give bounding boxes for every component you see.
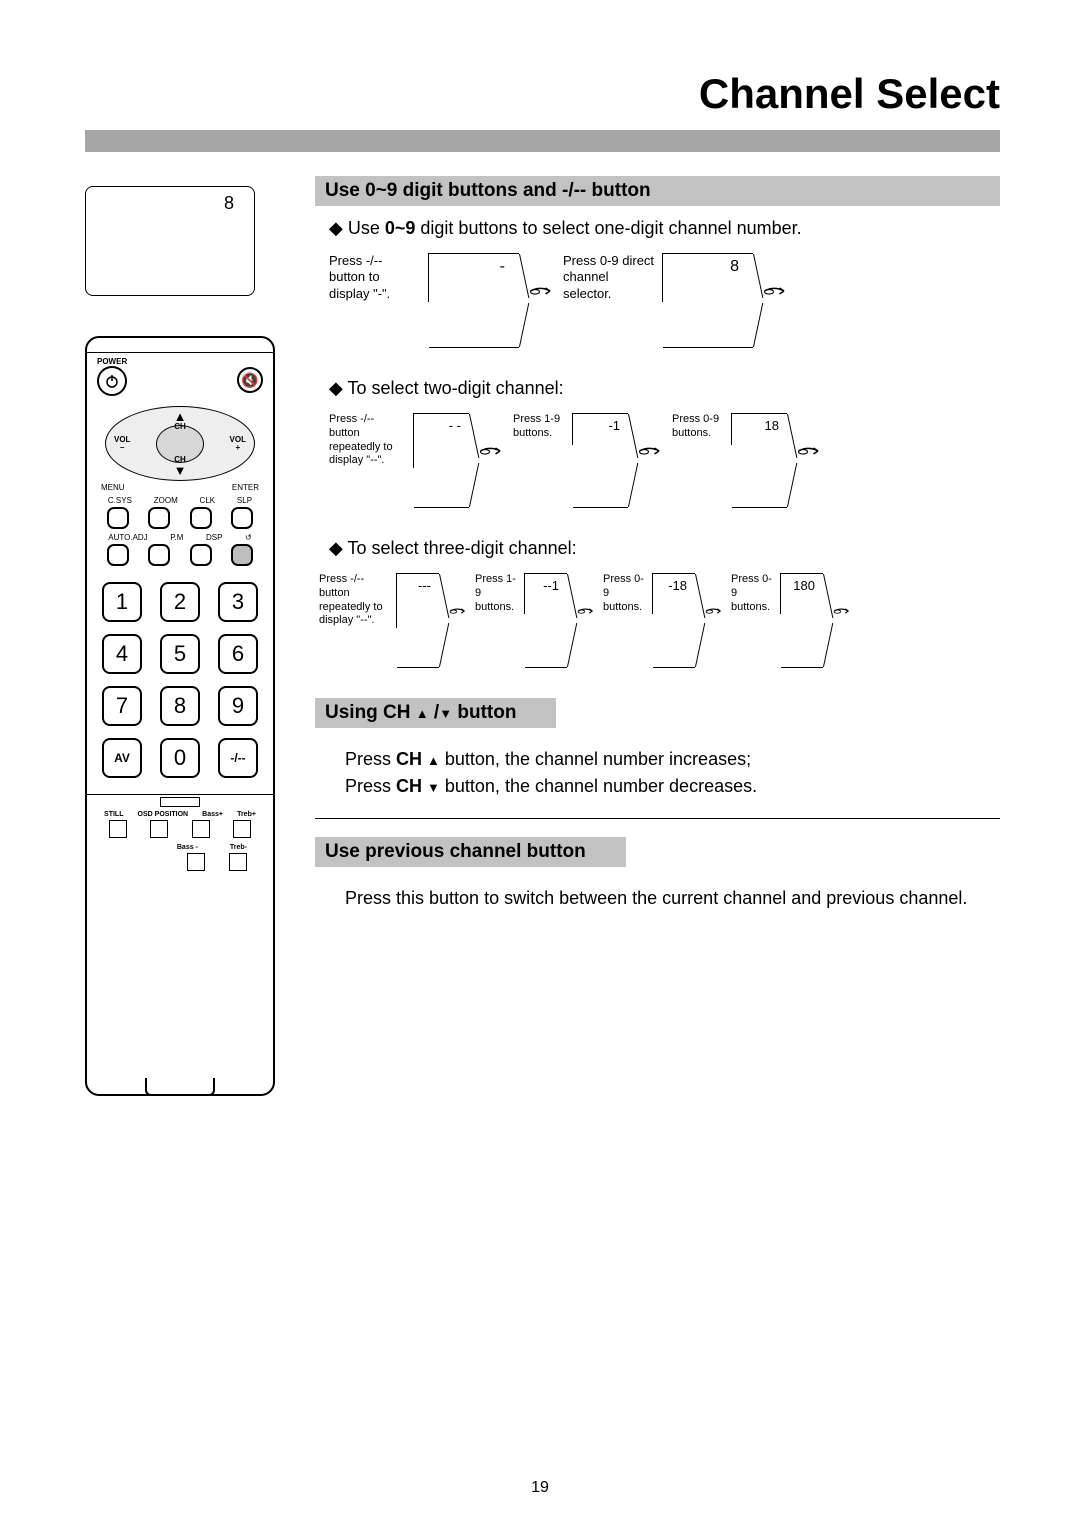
flow3-step4-display: 180	[781, 573, 823, 668]
trebminus-label: Treb-	[230, 844, 247, 851]
trebplus-button	[233, 820, 251, 838]
flow3-step3-text: Press 0-9 buttons.	[603, 573, 653, 614]
title-bar	[85, 130, 1000, 152]
arrow-icon	[797, 443, 827, 459]
flow3-step1-display: ---	[397, 573, 439, 668]
display-preview-box: 8	[85, 186, 255, 296]
digit-0: 0	[160, 738, 200, 778]
slp-label: SLP	[237, 496, 252, 505]
flow1-step2-display: 8	[663, 253, 753, 348]
flow2-step2-text: Press 1-9 buttons.	[513, 413, 573, 445]
page-number: 19	[531, 1479, 549, 1497]
dsp-label: DSP	[206, 533, 222, 542]
power-button	[97, 366, 127, 396]
pm-label: P.M	[170, 533, 183, 542]
section3-text: Press this button to switch between the …	[345, 885, 1000, 912]
csys-button	[107, 507, 129, 529]
clk-label: CLK	[200, 496, 216, 505]
vol-minus: VOL–	[114, 436, 130, 452]
arrow-icon	[833, 603, 855, 619]
av-button: AV	[102, 738, 142, 778]
digit-1: 1	[102, 582, 142, 622]
trebminus-button	[229, 853, 247, 871]
bullet-1: Use 0~9 digit buttons to select one-digi…	[329, 218, 1000, 239]
nav-pad: ▲CH CH▼ VOL– VOL+	[105, 406, 255, 481]
flow2-step3-text: Press 0-9 buttons.	[672, 413, 732, 445]
display-preview-value: 8	[224, 193, 234, 214]
menu-label: MENU	[101, 483, 125, 492]
ch-up-label: CH	[174, 422, 186, 431]
flow1-step2-text: Press 0-9 direct channel selector.	[563, 253, 663, 302]
power-label: POWER	[97, 357, 127, 366]
digit-7: 7	[102, 686, 142, 726]
clk-button	[190, 507, 212, 529]
slp-button	[231, 507, 253, 529]
autoadj-button	[107, 544, 129, 566]
still-button	[109, 820, 127, 838]
flow-three-digit: Press -/-- button repeatedly to display …	[319, 573, 1000, 668]
ch-dn-arrow: ▼	[174, 463, 187, 478]
mute-icon: 🔇	[241, 372, 258, 389]
prev-button	[231, 544, 253, 566]
enter-label: ENTER	[232, 483, 259, 492]
bassplus-button	[192, 820, 210, 838]
flow-two-digit: Press -/-- button repeatedly to display …	[329, 413, 1000, 508]
csys-label: C.SYS	[108, 496, 132, 505]
flow3-step1-text: Press -/-- button repeatedly to display …	[319, 573, 397, 628]
flow2-step1-display: - -	[414, 413, 469, 508]
flow2-step3-display: 18	[732, 413, 787, 508]
vol-plus: VOL+	[230, 436, 246, 452]
still-label: STILL	[104, 811, 123, 818]
flow3-step4-text: Press 0-9 buttons.	[731, 573, 781, 614]
digit-4: 4	[102, 634, 142, 674]
zoom-button	[148, 507, 170, 529]
digit-9: 9	[218, 686, 258, 726]
flow1-step1-display: -	[429, 253, 519, 348]
zoom-label: ZOOM	[154, 496, 178, 505]
section1-heading: Use 0~9 digit buttons and -/-- button	[315, 176, 1000, 206]
dash-button: -/--	[218, 738, 258, 778]
osd-label: OSD POSITION	[138, 811, 189, 818]
arrow-icon	[638, 443, 668, 459]
arrow-icon	[577, 603, 599, 619]
digit-3: 3	[218, 582, 258, 622]
pm-button	[148, 544, 170, 566]
digit-2: 2	[160, 582, 200, 622]
flow2-step2-display: -1	[573, 413, 628, 508]
flow3-step2-display: --1	[525, 573, 567, 668]
bassminus-label: Bass -	[177, 844, 198, 851]
mute-button: 🔇	[237, 367, 263, 393]
digit-5: 5	[160, 634, 200, 674]
dsp-button	[190, 544, 212, 566]
digit-8: 8	[160, 686, 200, 726]
flow3-step2-text: Press 1-9 buttons.	[475, 573, 525, 614]
flow1-step1-text: Press -/-- button to display "-".	[329, 253, 429, 302]
arrow-icon	[449, 603, 471, 619]
trebplus-label: Treb+	[237, 811, 256, 818]
page-title: Channel Select	[85, 70, 1000, 118]
bullet-2: To select two-digit channel:	[329, 378, 1000, 399]
flow2-step1-text: Press -/-- button repeatedly to display …	[329, 413, 414, 468]
bassplus-label: Bass+	[202, 811, 223, 818]
flow3-step3-display: -18	[653, 573, 695, 668]
autoadj-label: AUTO.ADJ	[108, 533, 147, 542]
osd-button	[150, 820, 168, 838]
arrow-icon	[705, 603, 727, 619]
arrow-icon	[529, 283, 559, 299]
section2-heading: Using CH ▲ /▼ button	[315, 698, 556, 728]
digit-6: 6	[218, 634, 258, 674]
section2-line1: Press CH ▲ button, the channel number in…	[345, 746, 1000, 800]
bullet-3: To select three-digit channel:	[329, 538, 1000, 559]
arrow-icon	[479, 443, 509, 459]
remote-illustration: POWER 🔇 ▲CH CH▼	[85, 336, 275, 1096]
prev-label: ↺	[245, 533, 252, 542]
section3-heading: Use previous channel button	[315, 837, 626, 867]
arrow-icon	[763, 283, 793, 299]
flow-one-digit: Press -/-- button to display "-". - Pres…	[329, 253, 1000, 348]
bassminus-button	[187, 853, 205, 871]
